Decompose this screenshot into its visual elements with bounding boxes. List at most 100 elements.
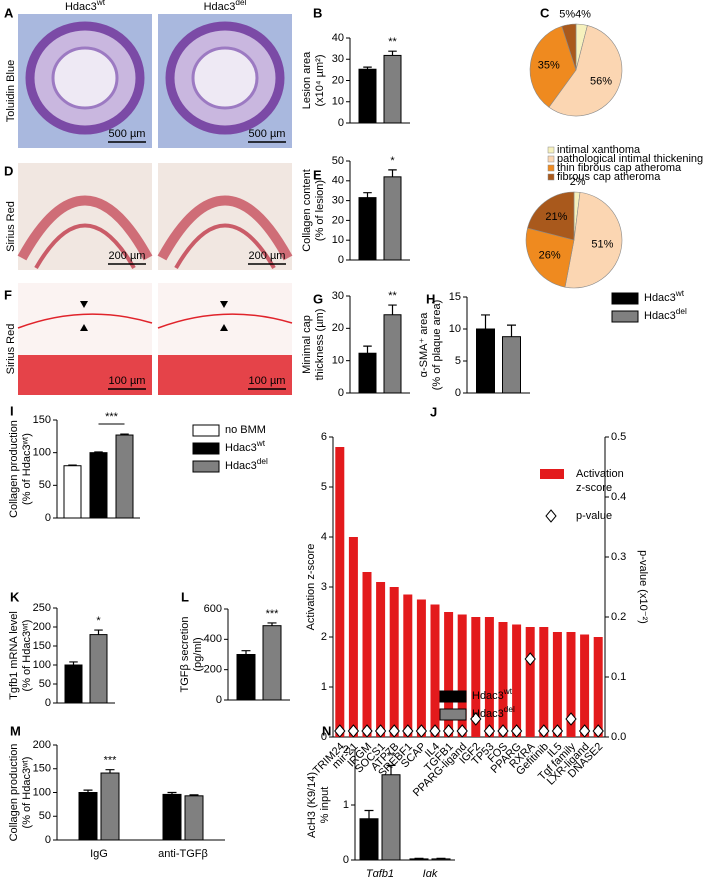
- y-tick-label: 0: [343, 854, 349, 866]
- legend-swatch: [547, 164, 555, 172]
- y-tick-label: 10: [332, 234, 344, 246]
- y-tick-label: 0: [45, 512, 51, 524]
- panel-letter: I: [10, 403, 14, 418]
- y-tick-label: 200: [204, 664, 222, 676]
- slice-label: 35%: [538, 60, 560, 72]
- slice-label: 2%: [570, 176, 586, 188]
- bar: [236, 654, 256, 701]
- bar: [409, 858, 429, 861]
- p-value-marker: [402, 724, 414, 738]
- legend-swatch: [192, 442, 220, 455]
- error-bar: [388, 304, 397, 315]
- text-part: del: [676, 307, 687, 316]
- error-bar: [105, 769, 115, 774]
- panel-letter: L: [181, 589, 189, 604]
- y-tick-label: 5: [321, 481, 327, 493]
- bar: [115, 434, 134, 519]
- bar: [89, 452, 108, 519]
- legend-label: Activation z-score: [576, 468, 627, 494]
- p-value-marker: [592, 724, 604, 738]
- y-tick-label: 150: [33, 640, 51, 652]
- bar: [403, 594, 413, 737]
- y-tick-label: 2: [321, 631, 327, 643]
- text-part: del: [257, 457, 268, 466]
- y2-tick-label: 0.1: [611, 671, 626, 683]
- error-bar: [241, 650, 251, 655]
- y-tick-label: 20: [332, 214, 344, 226]
- slice-label: 4%: [575, 8, 591, 20]
- p-value-marker: [565, 712, 577, 726]
- error-bar: [120, 433, 129, 436]
- legend-swatch: [611, 310, 639, 323]
- significance: *: [390, 155, 395, 167]
- panel-letter: J: [430, 404, 437, 419]
- y-axis-label: Minimal cap: [301, 315, 313, 374]
- legend-label: Hdac3wt: [472, 687, 513, 702]
- error-bar: [363, 66, 372, 70]
- bar: [262, 625, 282, 701]
- y-tick-label: 30: [332, 290, 344, 302]
- pie-slice: [529, 25, 577, 108]
- legend-label: no BMM: [225, 424, 266, 436]
- y2-axis-label: p-value (x10⁻²): [637, 550, 649, 624]
- text-part: wt: [675, 289, 685, 298]
- y-axis-label: (% of lesion): [314, 180, 326, 241]
- y-tick-label: 30: [332, 195, 344, 207]
- p-value-marker: [551, 724, 564, 738]
- panel-letter: D: [4, 163, 13, 178]
- tissue: [157, 195, 293, 261]
- y-tick-label: 10: [332, 355, 344, 367]
- y-axis-label: (pg/ml): [192, 637, 204, 671]
- p-value-marker: [347, 724, 360, 738]
- error-bar: [436, 857, 446, 859]
- y-axis-label: Tgfb1 mRNA level: [8, 611, 20, 700]
- bar: [362, 572, 372, 737]
- legend-swatch: [547, 155, 555, 163]
- bar: [359, 818, 379, 861]
- y-axis-label: α-SMA⁺ area: [418, 312, 430, 378]
- y-axis-label: (% of Hdac3ʷᵗ): [21, 757, 33, 829]
- bar: [457, 614, 467, 737]
- p-value-marker: [374, 724, 387, 738]
- p-value-marker: [442, 724, 455, 738]
- text-part: Hdac3: [472, 708, 504, 720]
- pie-slice: [527, 191, 575, 241]
- bar: [416, 599, 426, 737]
- y-tick-label: 50: [39, 479, 51, 491]
- arrowhead: [220, 324, 228, 331]
- text-part: wt: [256, 439, 266, 448]
- y-axis-label: (% of Hdac3ʷᵗ): [21, 620, 33, 692]
- legend-label: Hdac3wt: [644, 289, 685, 304]
- y-tick-label: 250: [33, 602, 51, 614]
- stain-label: Sirius Red: [5, 324, 17, 375]
- slice-label: 26%: [539, 249, 561, 261]
- bar: [383, 54, 402, 124]
- error-bar: [388, 169, 397, 177]
- y-tick-label: 200: [33, 621, 51, 633]
- legend-label: Hdac3del: [644, 307, 687, 322]
- bar: [100, 772, 120, 841]
- y-tick-label: 40: [332, 32, 344, 44]
- p-value-marker: [538, 724, 550, 738]
- y-axis-label: (% of Hdac3ʷᵗ): [21, 433, 33, 505]
- y-tick-label: 0: [455, 387, 461, 399]
- significance: ***: [266, 608, 280, 620]
- y-axis-label: (x10⁴ µm²): [314, 54, 326, 106]
- y-axis-label: Lesion area: [301, 51, 313, 109]
- y-tick-label: 4: [321, 531, 327, 543]
- error-bar: [94, 451, 103, 453]
- bar: [512, 624, 522, 737]
- error-bar: [68, 464, 77, 466]
- significance: **: [388, 36, 397, 48]
- error-bar: [94, 629, 103, 635]
- y-tick-label: 200: [33, 739, 51, 751]
- y-tick-label: 20: [332, 74, 344, 86]
- bar: [162, 793, 182, 841]
- error-bar: [167, 791, 177, 795]
- panel-letter: H: [426, 291, 435, 306]
- p-value-marker: [483, 724, 496, 738]
- y2-tick-label: 0.0: [611, 731, 626, 743]
- y-axis-label: Collagen content: [301, 169, 313, 252]
- y-tick-label: 50: [39, 810, 51, 822]
- bar: [376, 582, 386, 737]
